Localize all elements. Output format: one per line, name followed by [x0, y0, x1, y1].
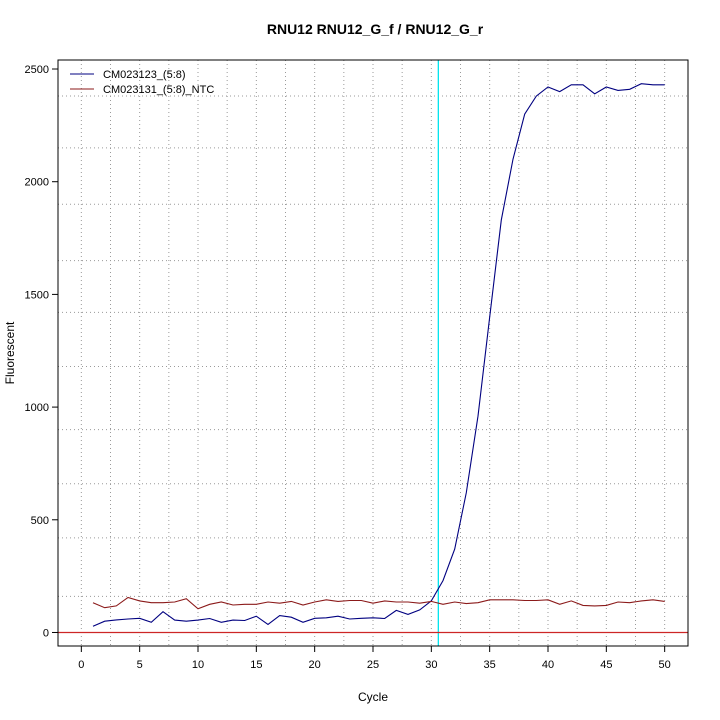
y-tick-label-0: 0 — [43, 627, 49, 639]
y-tick-label-2: 1000 — [25, 402, 49, 414]
reference-lines — [58, 60, 688, 646]
x-tick-label-4: 20 — [309, 659, 321, 671]
series-line-0 — [92, 83, 665, 627]
y-axis-label: Fluorescent — [3, 321, 17, 384]
y-axis: 0 500 1000 1500 2000 2500 — [25, 64, 58, 639]
x-tick-label-0: 0 — [78, 659, 84, 671]
x-tick-label-8: 40 — [542, 659, 554, 671]
x-tick-label-2: 10 — [192, 659, 204, 671]
grid-lines — [58, 60, 688, 646]
plot-frame — [57, 59, 689, 647]
series-line-1 — [92, 596, 665, 610]
chart-title: RNU12 RNU12_G_f / RNU12_G_r — [267, 21, 484, 37]
legend: CM023123_(5:8) CM023131_(5:8)_NTC — [70, 69, 214, 96]
y-tick-label-1: 500 — [31, 515, 49, 527]
legend-entry-sample: CM023123_(5:8) — [103, 69, 186, 81]
x-tick-label-7: 35 — [484, 659, 496, 671]
x-tick-label-3: 15 — [250, 659, 262, 671]
x-axis-label: Cycle — [358, 690, 388, 704]
y-tick-label-5: 2500 — [25, 64, 49, 76]
x-tick-label-10: 50 — [659, 659, 671, 671]
series-lines — [92, 83, 665, 627]
x-axis: 0 5 10 15 20 25 30 35 40 45 50 — [78, 646, 671, 671]
x-tick-label-6: 30 — [425, 659, 437, 671]
x-tick-label-5: 25 — [367, 659, 379, 671]
x-tick-label-9: 45 — [600, 659, 612, 671]
x-tick-label-1: 5 — [137, 659, 143, 671]
legend-entry-ntc: CM023131_(5:8)_NTC — [103, 84, 214, 96]
y-tick-label-4: 2000 — [25, 177, 49, 189]
y-tick-label-3: 1500 — [25, 289, 49, 301]
